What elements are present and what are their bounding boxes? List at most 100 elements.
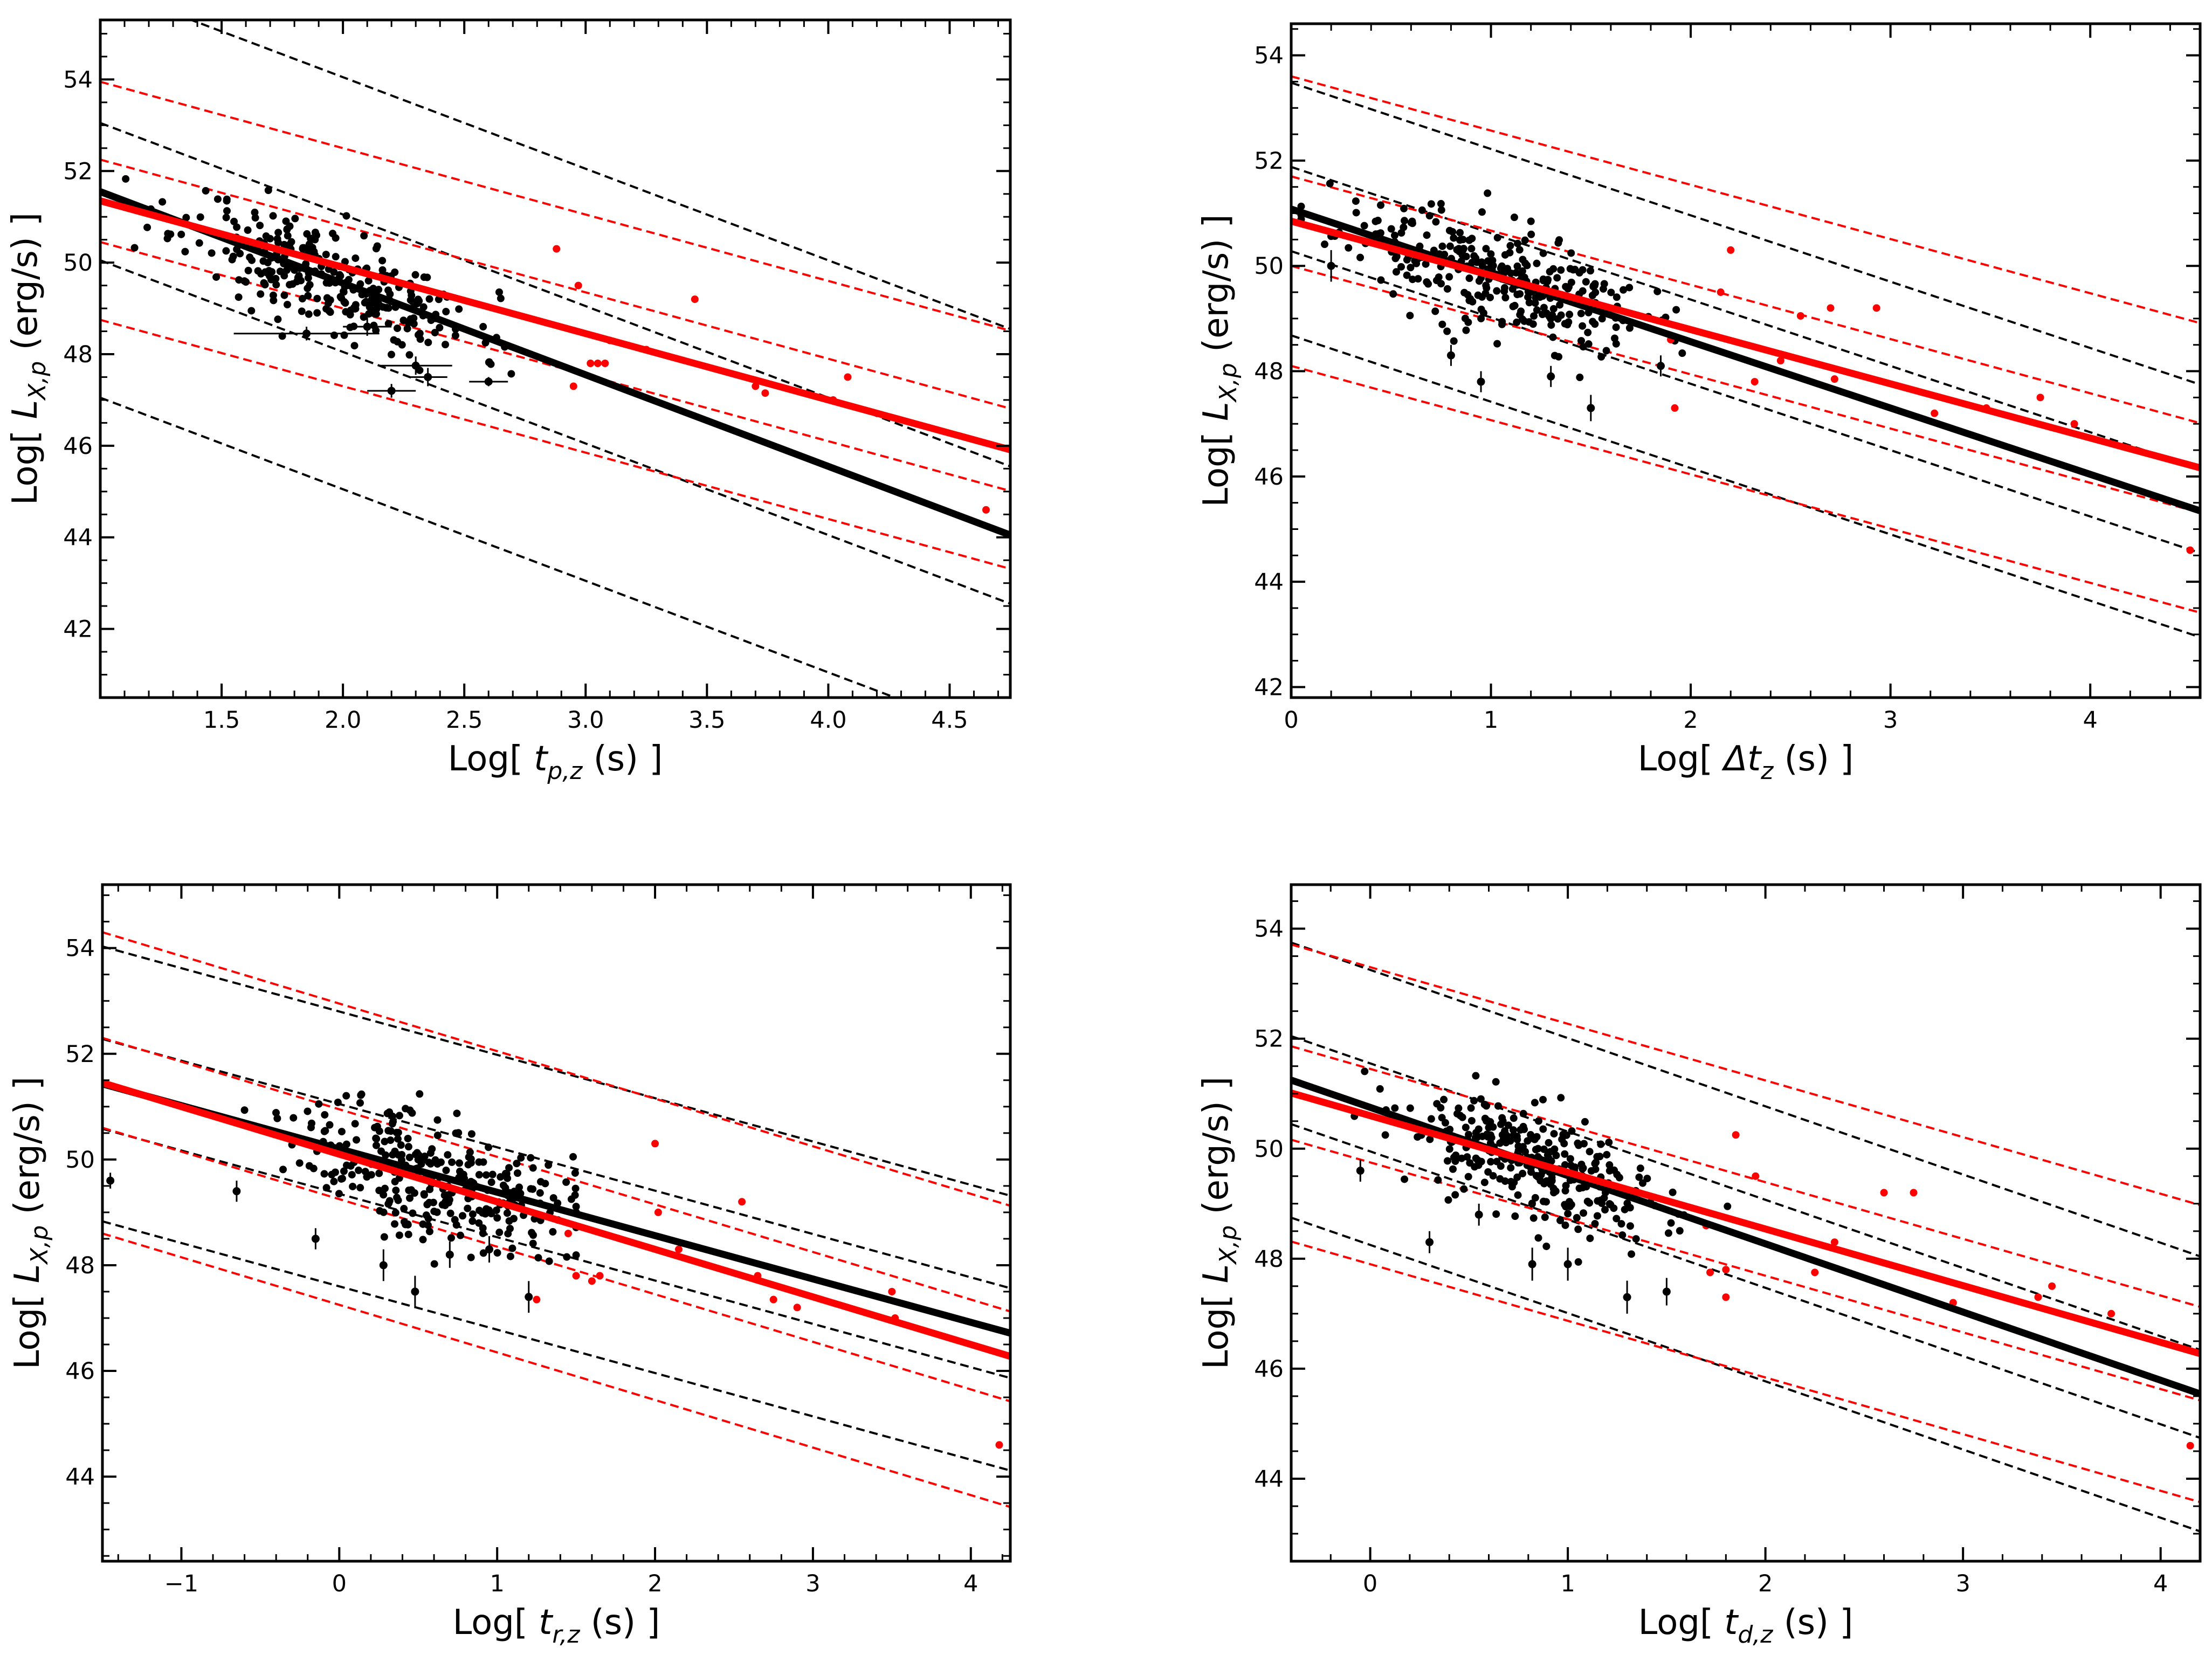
data-point (332, 234, 340, 242)
black-fit-line (100, 188, 1010, 539)
red-dashed-band-line (1291, 265, 2200, 514)
data-point (1607, 288, 1615, 296)
data-point (433, 1116, 442, 1124)
data-point (360, 232, 368, 240)
data-point (1576, 374, 1584, 382)
data-point (381, 1184, 389, 1192)
data-point (1593, 1212, 1601, 1220)
data-point (1536, 1177, 1545, 1185)
data-point (1450, 337, 1458, 345)
data-point (1603, 1150, 1611, 1158)
red-data-point (1706, 1268, 1714, 1277)
data-point (371, 309, 379, 318)
data-point (1484, 189, 1492, 197)
data-point (1427, 1115, 1435, 1123)
data-point (571, 1191, 579, 1199)
data-point (342, 1092, 350, 1100)
data-point (1579, 322, 1587, 330)
data-point (1513, 1135, 1521, 1143)
data-point (1561, 1161, 1569, 1169)
red-dashed-band-line (1291, 175, 2200, 424)
errorbar-point (1587, 404, 1595, 412)
data-point (313, 309, 321, 317)
data-point (290, 1114, 298, 1122)
data-point (337, 1128, 346, 1136)
data-point (468, 1210, 477, 1218)
data-point (182, 213, 190, 222)
x-tick-label: 3.5 (688, 707, 725, 734)
data-point (1485, 1123, 1493, 1132)
red-data-point (1830, 1238, 1838, 1246)
errorbar-point (1477, 377, 1485, 386)
data-point (1498, 262, 1506, 270)
data-point (1458, 1113, 1466, 1121)
data-point (1613, 1215, 1621, 1223)
data-point (1518, 267, 1526, 275)
black-fit-line (1291, 1077, 2200, 1397)
data-point (1553, 274, 1561, 282)
data-point (430, 1260, 438, 1268)
red-data-point (587, 359, 595, 367)
y-tick-label: 46 (65, 1358, 95, 1385)
data-point (1400, 204, 1408, 212)
y-tick-label: 52 (1254, 148, 1284, 175)
y-tick-label: 42 (63, 616, 93, 643)
data-point (337, 1175, 346, 1183)
data-point (298, 307, 306, 315)
data-point (1464, 1173, 1472, 1181)
data-point (444, 1151, 452, 1159)
x-tick-label: 3 (1883, 707, 1898, 734)
x-axis-label: Log[ tr,z (s) ] (453, 1603, 660, 1649)
red-data-point (564, 1230, 572, 1238)
y-tick-label: 50 (1254, 253, 1284, 280)
data-point (346, 311, 354, 319)
data-point (1466, 295, 1474, 303)
data-point (1512, 268, 1520, 277)
data-point (1556, 1216, 1565, 1224)
data-point (1497, 1120, 1505, 1128)
data-point (273, 1114, 281, 1122)
data-point (397, 1141, 405, 1149)
errorbar-point (1563, 1260, 1572, 1268)
data-point (1406, 1104, 1414, 1112)
red-dashed-band-line (102, 1127, 1010, 1403)
red-data-point (574, 281, 582, 289)
data-point (1472, 1072, 1480, 1080)
data-point (340, 1167, 348, 1175)
data-point (1403, 271, 1411, 279)
data-point (534, 1254, 542, 1262)
data-point (348, 1171, 356, 1179)
data-point (475, 1219, 483, 1227)
data-point (529, 1164, 537, 1172)
data-point (223, 197, 231, 205)
data-point (392, 1187, 400, 1195)
data-point (332, 253, 340, 261)
data-point (1533, 259, 1541, 267)
data-point (572, 1251, 580, 1259)
y-tick-label: 48 (1254, 1246, 1284, 1273)
data-point (322, 1184, 330, 1192)
data-point (1352, 209, 1360, 217)
x-tick-label: 1 (1560, 1570, 1575, 1597)
x-axis-label: Log[ Δtz (s) ] (1638, 739, 1854, 785)
red-fit-line (100, 197, 1010, 453)
red-data-point (769, 1295, 777, 1304)
data-point (1540, 304, 1548, 312)
data-point (467, 1130, 476, 1138)
data-point (420, 273, 428, 281)
data-point (517, 1154, 525, 1162)
data-point (1513, 318, 1521, 326)
black-dashed-band-line (102, 1038, 1010, 1289)
data-point (352, 254, 360, 262)
data-point (1519, 1143, 1527, 1151)
data-point (304, 292, 312, 300)
data-point (569, 1153, 577, 1161)
data-point (1477, 305, 1485, 313)
data-point (1480, 1100, 1489, 1108)
data-point (416, 335, 424, 343)
data-point (1438, 320, 1446, 328)
data-point (1587, 1167, 1595, 1175)
data-point (475, 1171, 483, 1179)
data-point (479, 1249, 487, 1257)
data-point (356, 1099, 364, 1107)
